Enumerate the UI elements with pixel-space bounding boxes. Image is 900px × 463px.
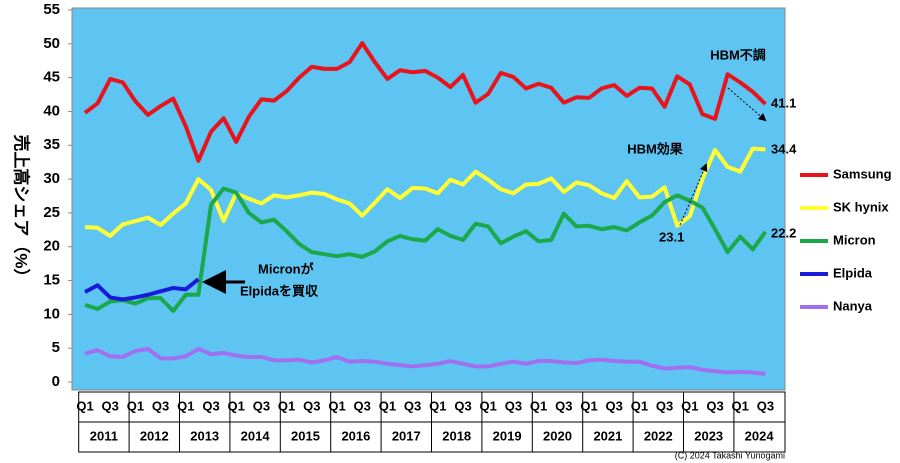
y-tick-label: 0 xyxy=(52,373,60,390)
year-label: 2016 xyxy=(341,428,370,443)
x-tick-label: Q1 xyxy=(681,398,698,413)
y-tick-label: 15 xyxy=(43,272,60,289)
x-tick-label: Q3 xyxy=(505,398,522,413)
x-tick-label: Q3 xyxy=(454,398,471,413)
legend-label: Elpida xyxy=(833,265,873,280)
x-tick-label: Q1 xyxy=(127,398,144,413)
y-tick-label: 55 xyxy=(43,1,60,18)
legend-label: SK hynix xyxy=(833,199,889,214)
arrow xyxy=(727,87,767,122)
x-tick-label: Q3 xyxy=(202,398,219,413)
y-axis-label: 売上高シェア（%） xyxy=(12,134,32,285)
x-tick-label: Q3 xyxy=(706,398,723,413)
plot-area xyxy=(71,7,786,391)
year-label: 2012 xyxy=(140,428,169,443)
year-label: 2021 xyxy=(593,428,622,443)
series-line xyxy=(84,186,768,313)
legend-label: Nanya xyxy=(833,298,873,313)
legend-label: Samsung xyxy=(833,166,892,181)
x-tick-label: Q1 xyxy=(278,398,295,413)
series-line xyxy=(84,146,766,238)
y-tick-label: 50 xyxy=(43,35,60,52)
y-tick-label: 25 xyxy=(43,204,60,221)
year-label: 2015 xyxy=(291,428,320,443)
y-tick-label: 30 xyxy=(43,170,60,187)
x-tick-label: Q3 xyxy=(102,398,119,413)
y-tick-label: 45 xyxy=(43,69,60,86)
year-label: 2011 xyxy=(90,428,118,443)
year-label: 2022 xyxy=(644,428,673,443)
x-tick-label: Q3 xyxy=(253,398,270,413)
x-tick-label: Q3 xyxy=(757,398,774,413)
year-label: 2019 xyxy=(493,428,522,443)
year-label: 2024 xyxy=(745,428,775,443)
x-tick-label: Q3 xyxy=(152,398,169,413)
y-tick-label: 20 xyxy=(43,238,60,255)
x-tick-label: Q1 xyxy=(328,398,345,413)
series-line xyxy=(84,346,766,376)
data-label: 41.1 xyxy=(771,95,796,110)
arrow xyxy=(679,163,708,226)
y-tick-label: 5 xyxy=(52,339,60,356)
data-label: 34.4 xyxy=(771,141,797,156)
data-label: 23.1 xyxy=(659,229,684,244)
x-tick-label: Q3 xyxy=(656,398,673,413)
copyright: (C) 2024 Takashi Yunogami xyxy=(675,450,785,460)
year-label: 2023 xyxy=(694,428,723,443)
y-tick-label: 35 xyxy=(43,136,60,153)
year-label: 2014 xyxy=(241,428,271,443)
x-tick-label: Q1 xyxy=(631,398,648,413)
x-tick-label: Q1 xyxy=(480,398,497,413)
annotation: Micronが xyxy=(258,261,314,276)
x-tick-label: Q1 xyxy=(379,398,396,413)
year-label: 2013 xyxy=(190,428,219,443)
year-label: 2018 xyxy=(442,428,471,443)
x-tick-label: Q3 xyxy=(354,398,371,413)
x-tick-label: Q1 xyxy=(530,398,547,413)
x-tick-label: Q3 xyxy=(404,398,421,413)
x-tick-label: Q3 xyxy=(555,398,572,413)
x-tick-label: Q3 xyxy=(303,398,320,413)
x-tick-label: Q1 xyxy=(177,398,194,413)
x-tick-label: Q1 xyxy=(228,398,245,413)
annotation: HBM不調 xyxy=(710,47,766,62)
x-tick-label: Q1 xyxy=(429,398,446,413)
data-label: 22.2 xyxy=(771,225,796,240)
legend-label: Micron xyxy=(833,232,876,247)
series-line xyxy=(84,277,200,302)
annotation: HBM効果 xyxy=(627,141,683,156)
x-tick-label: Q1 xyxy=(76,398,93,413)
series-line xyxy=(83,41,767,163)
x-tick-label: Q1 xyxy=(732,398,749,413)
y-tick-label: 10 xyxy=(43,305,60,322)
year-label: 2017 xyxy=(392,428,421,443)
y-tick-label: 40 xyxy=(43,102,60,119)
year-label: 2020 xyxy=(543,428,572,443)
x-tick-label: Q1 xyxy=(580,398,597,413)
x-tick-label: Q3 xyxy=(606,398,623,413)
annotation: Elpidaを買収 xyxy=(240,283,319,298)
